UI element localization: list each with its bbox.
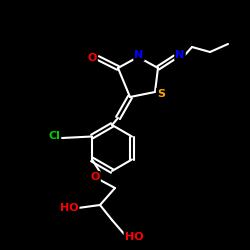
Text: O: O bbox=[90, 172, 100, 182]
Text: Cl: Cl bbox=[48, 131, 60, 141]
Text: HO: HO bbox=[125, 232, 143, 242]
Text: S: S bbox=[157, 89, 165, 99]
Text: N: N bbox=[176, 50, 184, 60]
Text: HO: HO bbox=[60, 203, 78, 213]
Text: N: N bbox=[134, 50, 143, 60]
Text: O: O bbox=[87, 53, 97, 63]
